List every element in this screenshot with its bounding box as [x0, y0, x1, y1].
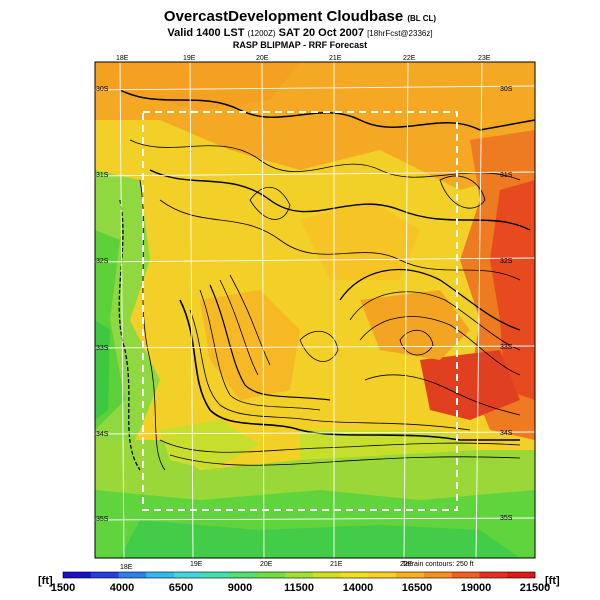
colorbar-swatch	[174, 572, 203, 578]
colorbar-swatch	[312, 572, 341, 578]
inner-domain-box	[142, 111, 458, 511]
lat-label-right: 34S	[500, 430, 513, 437]
lat-label-right: 33S	[500, 344, 513, 351]
colorbar-tick-label: 11500	[284, 582, 314, 594]
lon-label-top: 19E	[183, 55, 196, 62]
colorbar-tick-labels: 1500 4000 6500 9000 11500 14000 16500 19000 2150…	[51, 582, 551, 594]
colorbar-unit-left: [ft]	[38, 575, 53, 587]
terrain-contours	[118, 89, 535, 471]
lon-label-bottom: 18E	[120, 564, 133, 571]
lat-label-right: 31S	[500, 172, 513, 179]
colorbar-swatch	[90, 572, 119, 578]
lon-label-bottom: 21E	[330, 561, 343, 568]
colorbar-swatch	[396, 572, 425, 578]
colorbar-tick-label: 1500	[51, 582, 75, 594]
colorbar-swatch	[229, 572, 258, 578]
lon-label-bottom: 20E	[260, 561, 273, 568]
colorbar-tick-label: 9000	[228, 582, 252, 594]
colorbar-swatch	[368, 572, 397, 578]
map-border	[94, 61, 536, 559]
colorbar-swatch	[340, 572, 369, 578]
lon-label-top: 18E	[116, 55, 129, 62]
lat-label-right: 32S	[500, 258, 513, 265]
lon-label-top: 23E	[478, 55, 491, 62]
lon-label-bottom: 22E	[400, 561, 413, 568]
colorbar-swatch	[257, 572, 286, 578]
colorbar-swatch	[479, 572, 508, 578]
colorbar-tick-label: 4000	[110, 582, 134, 594]
colorbar	[62, 571, 536, 579]
colorbar-swatch	[63, 572, 92, 578]
lat-label-left: 34S	[96, 431, 109, 438]
lat-label-left: 35S	[96, 516, 109, 523]
map-title: OvercastDevelopment Cloudbase (BL CL)	[163, 8, 437, 25]
colorbar-swatch	[507, 572, 536, 578]
terrain-contour-note: Terrain contours: 250 ft	[402, 561, 474, 568]
lon-label-bottom: 19E	[190, 561, 203, 568]
lat-label-right: 35S	[500, 515, 513, 522]
colorbar-swatch	[118, 572, 147, 578]
lat-label-left: 33S	[96, 345, 109, 352]
colorbar-swatch	[285, 572, 314, 578]
graticule	[94, 61, 536, 559]
lon-label-top: 20E	[256, 55, 269, 62]
lon-label-top: 21E	[329, 55, 342, 62]
colorbar-tick-label: 19000	[461, 582, 492, 594]
colorbar-tick-label: 21500	[520, 582, 551, 594]
lat-label-left: 30S	[96, 86, 109, 93]
lat-label-left: 31S	[96, 172, 109, 179]
colorbar-swatch	[423, 572, 453, 578]
lat-label-right: 30S	[500, 86, 513, 93]
colorbar-swatch	[201, 572, 230, 578]
colorbar-swatch	[451, 572, 480, 578]
colorbar-tick-label: 14000	[343, 582, 374, 594]
valid-time: Valid 1400 LST (1200Z) SAT 20 Oct 2007 […	[167, 27, 433, 39]
colorbar-tick-label: 16500	[402, 582, 433, 594]
colorbar-border	[62, 571, 536, 579]
forecast-subtitle: RASP BLIPMAP - RRF Forecast	[232, 40, 368, 50]
colorbar-unit-right: [ft]	[545, 575, 560, 587]
cloudbase-fill-field	[95, 62, 535, 558]
colorbar-swatch	[146, 572, 175, 578]
lat-label-left: 32S	[96, 258, 109, 265]
colorbar-tick-label: 6500	[169, 582, 193, 594]
lon-label-top: 22E	[403, 55, 416, 62]
